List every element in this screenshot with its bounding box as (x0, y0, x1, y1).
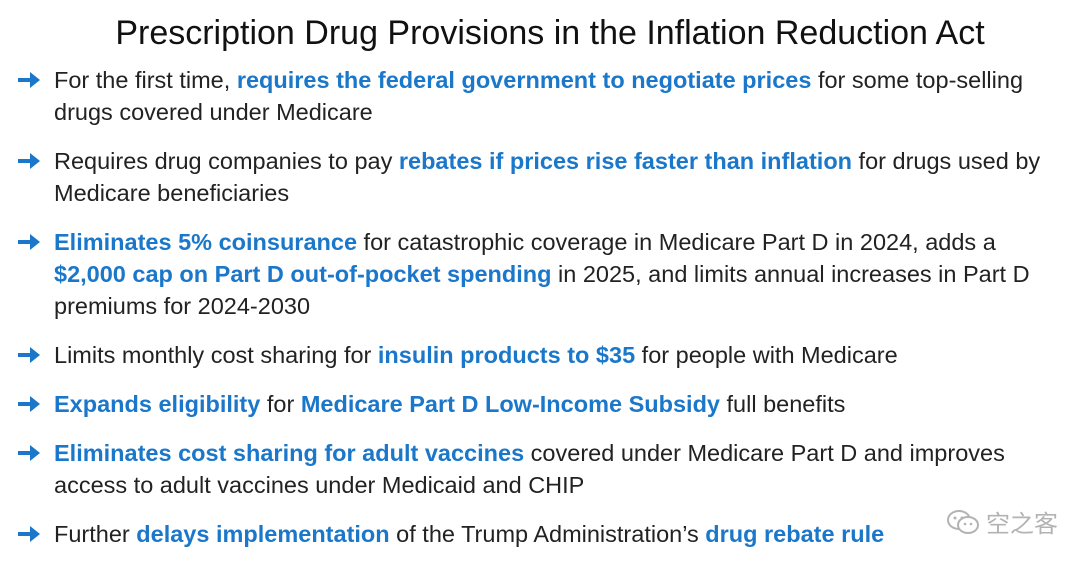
watermark-text: 空之客 (986, 510, 1058, 538)
bullet-text: Further (54, 521, 137, 547)
bullet-highlight: Medicare Part D Low-Income Subsidy (300, 391, 720, 417)
bullet-highlight: drug rebate rule (705, 521, 885, 547)
bullet-highlight: insulin products to $35 (377, 342, 636, 368)
bullet-text: Limits monthly cost sharing for (54, 342, 378, 368)
bullet-text: for people with Medicare (635, 342, 898, 368)
right-arrow-icon (18, 234, 40, 250)
bullet-text: for (260, 391, 301, 417)
bullet-text: For the first time, (54, 67, 237, 93)
page-title: Prescription Drug Provisions in the Infl… (115, 14, 985, 52)
bullet-text: full benefits (720, 391, 846, 417)
bullet-highlight: Eliminates 5% coinsurance (54, 229, 358, 255)
right-arrow-icon (18, 347, 40, 363)
bullet-item: Further delays implementation of the Tru… (18, 518, 1058, 550)
bullet-text: for some top-selling drugs covered under… (54, 67, 1024, 125)
bullet-highlight: $2,000 cap on Part D out-of-pocket spend… (54, 261, 552, 287)
bullet-highlight: delays implementation (136, 521, 390, 547)
right-arrow-icon (18, 72, 40, 88)
bullet-item: For the first time, requires the federal… (18, 64, 1058, 128)
watermark: 空之客 (946, 504, 1058, 539)
bullet-item: Expands eligibility for Medicare Part D … (18, 388, 1058, 420)
bullet-highlight: requires the federal government to negot… (236, 67, 812, 93)
bullet-text: in 2025, and limits annual increases in … (54, 261, 1030, 319)
bullet-list: For the first time, requires the federal… (18, 64, 1058, 550)
bullet-text: for drugs used by Medicare beneficiaries (54, 148, 1041, 206)
bullet-item: Eliminates cost sharing for adult vaccin… (18, 437, 1058, 501)
right-arrow-icon (18, 445, 40, 461)
bullet-highlight: Eliminates cost sharing for adult vaccin… (54, 440, 525, 466)
right-arrow-icon (18, 396, 40, 412)
bullet-item: Eliminates 5% coinsurance for catastroph… (18, 226, 1058, 322)
bullet-text: for catastrophic coverage in Medicare Pa… (357, 229, 996, 255)
bullet-text: Requires drug companies to pay (54, 148, 399, 174)
right-arrow-icon (18, 153, 40, 169)
bullet-text: covered under Medicare Part D and improv… (54, 440, 1005, 498)
bullet-item: Limits monthly cost sharing for insulin … (18, 339, 1058, 371)
bullet-highlight: rebates if prices rise faster than infla… (398, 148, 853, 174)
bullet-text: of the Trump Administration’s (389, 521, 706, 547)
wechat-icon (947, 509, 979, 534)
bullet-highlight: Expands eligibility (54, 391, 261, 417)
right-arrow-icon (18, 526, 40, 542)
bullet-item: Requires drug companies to pay rebates i… (18, 145, 1058, 209)
